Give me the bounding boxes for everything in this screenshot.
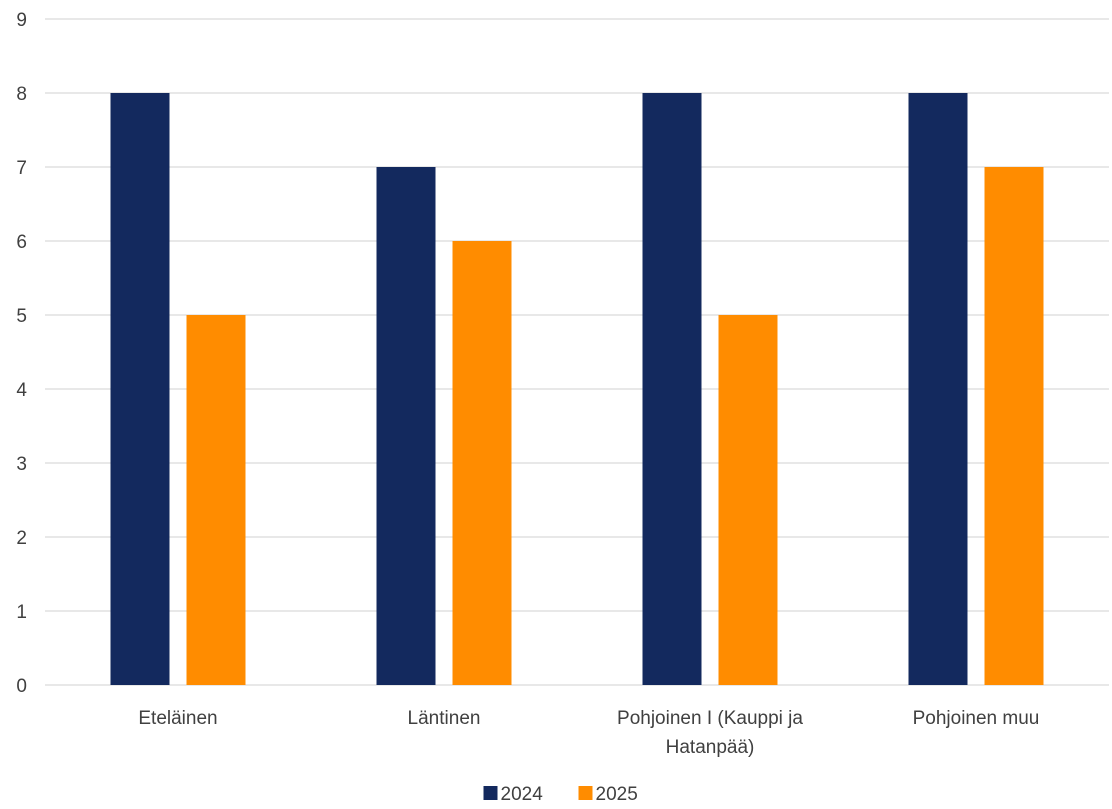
x-tick-label-3-line-1: Pohjoinen I (Kauppi ja (617, 708, 803, 729)
x-tick-label-3-line-2: Hatanpää) (666, 737, 755, 758)
bar-2024-1 (110, 93, 170, 685)
bar-2025-4 (984, 167, 1044, 685)
y-tick-label-2: 2 (16, 528, 27, 549)
y-tick-label-3: 3 (16, 454, 27, 475)
legend-swatch-2025 (578, 786, 593, 800)
y-tick-label-9: 9 (16, 10, 27, 31)
bar-2024-4 (908, 93, 968, 685)
y-tick-label-0: 0 (16, 676, 27, 697)
x-tick-label-2-line-1: Läntinen (408, 708, 481, 729)
y-tick-label-7: 7 (16, 158, 27, 179)
legend-label-2025: 2025 (596, 784, 638, 804)
y-tick-label-1: 1 (16, 602, 27, 623)
legend-swatch-2024 (483, 786, 498, 800)
bar-2025-1 (186, 315, 246, 685)
y-axis-ticks: 0 1 2 3 4 5 6 7 8 9 (16, 10, 27, 697)
bar-2025-2 (452, 241, 512, 685)
x-tick-label-4-line-1: Pohjoinen muu (913, 708, 1040, 729)
bar-2024-2 (376, 167, 436, 685)
bar-2025-3 (718, 315, 778, 685)
y-tick-label-8: 8 (16, 84, 27, 105)
x-axis-ticks: Eteläinen Läntinen Pohjoinen I (Kauppi ja H… (138, 708, 1039, 758)
bars (110, 93, 1044, 685)
bar-2024-3 (642, 93, 702, 685)
y-tick-label-6: 6 (16, 232, 27, 253)
x-tick-label-1-line-1: Eteläinen (138, 708, 217, 729)
legend-label-2024: 2024 (501, 784, 544, 804)
legend: 2024 2025 (483, 784, 638, 805)
y-tick-label-4: 4 (16, 380, 27, 401)
y-tick-label-5: 5 (16, 306, 27, 327)
